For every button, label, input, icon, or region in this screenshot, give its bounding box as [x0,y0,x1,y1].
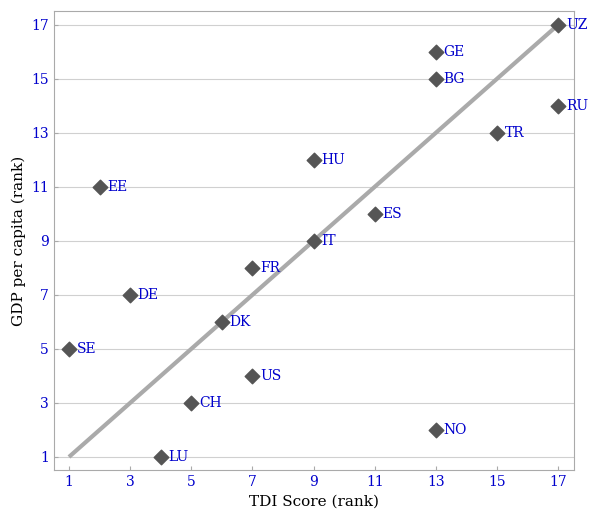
Text: BG: BG [443,72,465,86]
Point [309,237,319,245]
Point [431,47,441,56]
Text: UZ: UZ [566,18,587,32]
Point [493,128,502,137]
Text: GE: GE [443,45,465,59]
Point [95,183,104,191]
Point [187,399,196,407]
Point [370,210,380,218]
Point [248,264,257,272]
Point [125,291,135,299]
Text: DE: DE [138,288,159,302]
Text: HU: HU [321,153,345,167]
Point [309,155,319,164]
Text: RU: RU [566,99,588,113]
Point [248,372,257,380]
Text: ES: ES [382,207,402,221]
Text: NO: NO [443,423,467,437]
Text: US: US [260,369,281,383]
Y-axis label: GDP per capita (rank): GDP per capita (rank) [11,155,26,326]
Text: IT: IT [321,234,336,248]
X-axis label: TDI Score (rank): TDI Score (rank) [248,495,379,509]
Point [431,74,441,83]
Text: LU: LU [169,450,188,464]
Point [64,345,74,353]
Text: CH: CH [199,396,221,410]
Text: DK: DK [230,315,251,329]
Point [431,426,441,434]
Text: EE: EE [107,180,127,194]
Point [554,101,563,110]
Text: TR: TR [505,126,524,140]
Point [156,453,166,461]
Point [554,20,563,29]
Point [217,318,227,326]
Text: SE: SE [77,342,96,356]
Text: FR: FR [260,261,280,275]
